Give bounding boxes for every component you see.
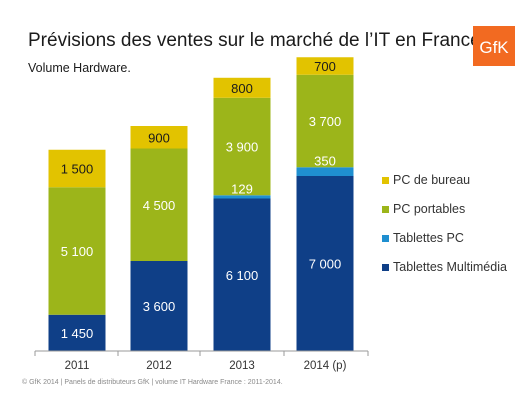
x-tick-label-2012: 2012 (146, 360, 172, 372)
legend-swatch-tablettes-pc (382, 235, 389, 242)
bar-tablettes-pc-2014-p (296, 167, 354, 176)
bar-pc-de-bureau-2014-p (296, 57, 354, 75)
bar-tablettes-multimedia-2012 (130, 261, 188, 351)
data-label-pc-portables-2011: 5 100 (61, 244, 94, 259)
source-footnote: © GfK 2014 | Panels de distributeurs GfK… (22, 379, 283, 386)
bar-pc-portables-2013 (213, 97, 271, 196)
data-label-tablettes-multimedia-2011: 1 450 (61, 326, 94, 341)
bar-pc-portables-2011 (48, 187, 106, 315)
gfk-logo: GfK (473, 26, 515, 66)
bar-pc-de-bureau-2012 (130, 126, 188, 149)
bar-pc-portables-2012 (130, 148, 188, 261)
x-tick-label-2013: 2013 (229, 360, 255, 372)
x-axis: 2011 2012 2013 2014 (p) (34, 350, 369, 372)
x-tick-label-2011: 2011 (65, 360, 90, 372)
data-label-pc-de-bureau-2013: 800 (231, 81, 253, 96)
legend-label-pc-portables: PC portables (393, 202, 465, 216)
x-tick-label-2014-p: 2014 (p) (304, 360, 347, 372)
legend-label-tablettes-pc: Tablettes PC (393, 231, 464, 245)
data-label-pc-de-bureau-2014-p: 700 (314, 59, 336, 74)
legend-swatch-tablettes-multimedia (382, 264, 389, 271)
bar-tablettes-multimedia-2011 (48, 314, 106, 351)
logo-text: GfK (479, 38, 509, 57)
bar-tablettes-pc-2013 (213, 195, 271, 199)
data-label-tablettes-pc-2013: 129 (231, 181, 253, 196)
legend-swatch-pc-de-bureau (382, 177, 389, 184)
data-label-tablettes-multimedia-2013: 6 100 (226, 268, 259, 283)
bar-pc-portables-2014-p (296, 74, 354, 168)
bar-pc-de-bureau-2013 (213, 77, 271, 98)
data-label-pc-portables-2014-p: 3 700 (309, 114, 342, 129)
bar-tablettes-multimedia-2014-p (296, 176, 354, 351)
bars-layer (48, 57, 354, 351)
data-label-pc-de-bureau-2011: 1 500 (61, 162, 94, 177)
chart-title: Prévisions des ventes sur le marché de l… (28, 30, 481, 51)
data-label-tablettes-multimedia-2012: 3 600 (143, 299, 176, 314)
legend-label-pc-de-bureau: PC de bureau (393, 173, 470, 187)
chart-subtitle: Volume Hardware. (28, 61, 131, 75)
data-label-tablettes-pc-2014-p: 350 (314, 153, 336, 168)
data-label-pc-de-bureau-2012: 900 (148, 130, 170, 145)
legend: PC de bureau PC portables Tablettes PC Tabl… (382, 173, 507, 274)
data-label-pc-portables-2012: 4 500 (143, 198, 176, 213)
legend-swatch-pc-portables (382, 206, 389, 213)
logo-background (473, 26, 515, 66)
bar-pc-de-bureau-2011 (48, 149, 106, 188)
bar-tablettes-multimedia-2013 (213, 198, 271, 351)
legend-label-tablettes-multimedia: Tablettes Multimédia (393, 260, 507, 274)
data-label-pc-portables-2013: 3 900 (226, 140, 259, 155)
data-labels-layer: 1 450 5 100 1 500 3 600 4 500 900 6 100 129 3 90… (61, 59, 342, 341)
data-label-tablettes-multimedia-2014-p: 7 000 (309, 257, 342, 272)
